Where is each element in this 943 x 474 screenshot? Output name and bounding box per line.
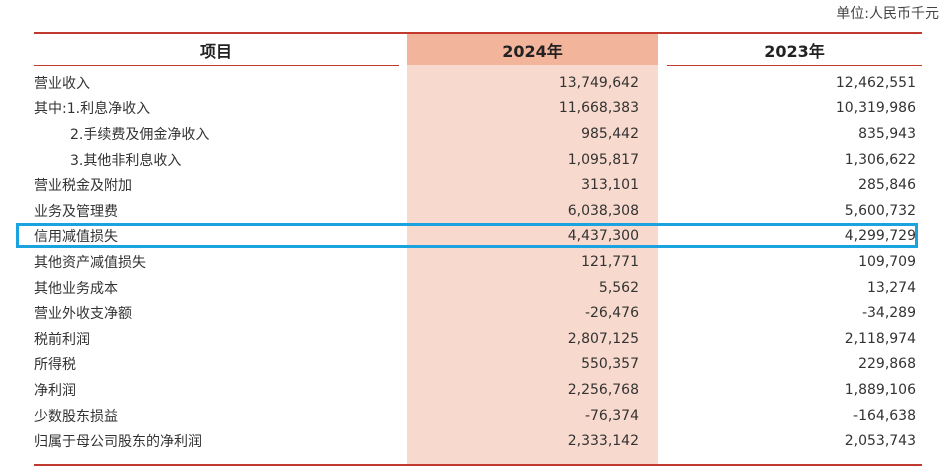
row-value-2023: 2,118,974 (844, 330, 916, 347)
row-value-2023: 4,299,729 (844, 228, 916, 245)
table-row: 其中:1.利息净收入 11,668,383 10,319,986 (34, 96, 922, 122)
row-item-name: 营业收入 (34, 75, 90, 92)
row-value-2023: 1,889,106 (844, 381, 916, 398)
column-2024-header-band (407, 32, 658, 65)
row-item-name: 信用减值损失 (34, 229, 118, 246)
row-value-2024: 2,807,125 (567, 330, 639, 347)
row-item-name: 归属于母公司股东的净利润 (34, 434, 202, 451)
table-row: 归属于母公司股东的净利润 2,333,142 2,053,743 (34, 428, 922, 454)
row-value-2024: 5,562 (598, 279, 639, 296)
table-row: 信用减值损失 4,437,300 4,299,729 (34, 224, 922, 250)
row-value-2023: 229,868 (858, 356, 916, 373)
row-value-2024: 13,749,642 (558, 74, 639, 91)
row-value-2023: 109,709 (858, 253, 916, 270)
row-value-2024: 11,668,383 (558, 100, 639, 117)
row-item-name: 少数股东损益 (34, 408, 118, 425)
table-row: 2.手续费及佣金净收入 985,442 835,943 (34, 121, 922, 147)
row-item-name: 其中:1.利息净收入 (34, 101, 151, 118)
table-row: 营业税金及附加 313,101 285,846 (34, 172, 922, 198)
row-item-name: 所得税 (34, 357, 76, 374)
table-row: 少数股东损益 -76,374 -164,638 (34, 403, 922, 429)
table-row: 所得税 550,357 229,868 (34, 352, 922, 378)
row-item-name: 业务及管理费 (34, 203, 118, 220)
row-value-2023: 10,319,986 (835, 100, 916, 117)
row-value-2023: 12,462,551 (835, 74, 916, 91)
row-value-2024: 1,095,817 (567, 151, 639, 168)
row-value-2023: 1,306,622 (844, 151, 916, 168)
header-rule-2023 (667, 65, 922, 66)
row-item-name: 税前利润 (34, 331, 90, 348)
unit-label: 单位:人民币千元 (836, 6, 939, 22)
table-row: 营业收入 13,749,642 12,462,551 (34, 70, 922, 96)
row-value-2024: 313,101 (581, 177, 639, 194)
row-value-2024: 121,771 (581, 253, 639, 270)
table-header: 项目 2024年 2023年 (34, 34, 922, 65)
row-value-2024: 2,256,768 (567, 381, 639, 398)
table-row: 其他业务成本 5,562 13,274 (34, 275, 922, 301)
row-value-2023: 835,943 (858, 125, 916, 142)
row-item-name: 其他资产减值损失 (34, 254, 146, 271)
table-row: 净利润 2,256,768 1,889,106 (34, 377, 922, 403)
header-2023: 2023年 (764, 41, 825, 61)
column-2024-band (407, 32, 658, 465)
row-value-2024: -76,374 (584, 407, 639, 424)
row-value-2023: 285,846 (858, 177, 916, 194)
row-item-name: 营业外收支净额 (34, 306, 132, 323)
row-value-2024: 985,442 (581, 125, 639, 142)
row-value-2023: 5,600,732 (844, 202, 916, 219)
table-row: 3.其他非利息收入 1,095,817 1,306,622 (34, 147, 922, 173)
row-value-2024: 2,333,142 (567, 433, 639, 450)
row-item-name: 2.手续费及佣金净收入 (70, 126, 210, 143)
row-value-2024: 550,357 (581, 356, 639, 373)
header-2024: 2024年 (502, 41, 563, 61)
row-value-2024: 6,038,308 (567, 202, 639, 219)
header-rule-item (34, 65, 399, 66)
header-item: 项目 (199, 41, 232, 61)
table-row: 业务及管理费 6,038,308 5,600,732 (34, 198, 922, 224)
table-bottom-rule (34, 464, 922, 466)
table-body: 营业收入 13,749,642 12,462,551 其中:1.利息净收入 11,668… (34, 70, 922, 454)
table-row: 营业外收支净额 -26,476 -34,289 (34, 300, 922, 326)
table-top-rule (34, 32, 922, 34)
row-item-name: 其他业务成本 (34, 280, 118, 297)
row-value-2023: -164,638 (853, 407, 916, 424)
row-value-2024: -26,476 (584, 305, 639, 322)
row-value-2023: 13,274 (867, 279, 916, 296)
row-item-name: 营业税金及附加 (34, 178, 132, 195)
row-item-name: 净利润 (34, 382, 76, 399)
table-row: 税前利润 2,807,125 2,118,974 (34, 326, 922, 352)
row-value-2023: 2,053,743 (844, 433, 916, 450)
table-row: 其他资产减值损失 121,771 109,709 (34, 249, 922, 275)
row-value-2024: 4,437,300 (567, 228, 639, 245)
row-value-2023: -34,289 (861, 305, 916, 322)
row-item-name: 3.其他非利息收入 (70, 152, 182, 169)
highlight-box (16, 223, 918, 248)
